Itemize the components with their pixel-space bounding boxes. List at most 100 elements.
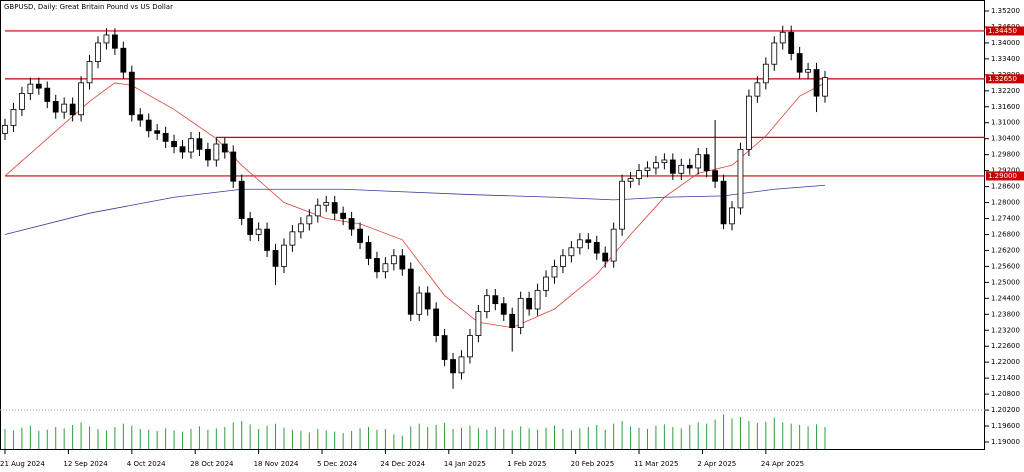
candle-body (458, 356, 465, 374)
level-label: 1.32650 (988, 75, 1017, 83)
candle-body (95, 42, 101, 62)
candle-body (661, 159, 668, 164)
candle-body (196, 138, 203, 150)
candle-body (805, 69, 811, 73)
candle-body (340, 212, 347, 219)
y-tick-label: 1.22000 (991, 358, 1020, 366)
candle-body (86, 61, 93, 84)
x-tick-label: 4 Oct 2024 (127, 460, 166, 468)
candle-body (602, 252, 609, 262)
candle-body (390, 255, 397, 265)
x-tick-label: 11 Mar 2025 (634, 460, 678, 468)
candle-body (492, 295, 499, 305)
candle-body (407, 268, 414, 315)
y-tick-label: 1.21400 (991, 374, 1020, 382)
candle-body (543, 276, 549, 291)
x-tick-label: 20 Feb 2025 (571, 460, 615, 468)
candle-body (238, 180, 245, 219)
candle-body (264, 228, 270, 251)
candle-body (517, 297, 524, 328)
x-tick-label: 24 Dec 2024 (380, 460, 425, 468)
candle-body (297, 223, 304, 233)
y-tick-label: 1.35200 (991, 7, 1020, 15)
candle-body (534, 289, 541, 310)
candle-body (475, 311, 482, 336)
candle-body (424, 292, 431, 310)
candle-body (576, 239, 583, 249)
candle-body (712, 170, 719, 182)
candle-body (69, 103, 76, 116)
candle-body (154, 130, 161, 134)
candle-body (796, 53, 803, 73)
chart-title: GBPUSD, Daily: Great Britain Pound vs US… (4, 3, 173, 11)
y-tick-label: 1.19000 (991, 438, 1020, 446)
y-tick-label: 1.20200 (991, 406, 1020, 414)
candle-body (281, 244, 287, 267)
candle-body (221, 143, 228, 153)
y-tick-label: 1.25600 (991, 262, 1020, 270)
x-tick-label: 5 Dec 2024 (317, 460, 358, 468)
candle-body (762, 63, 769, 84)
candle-body (467, 335, 473, 358)
candle-body (27, 83, 34, 94)
y-tick-label: 1.29200 (991, 167, 1020, 175)
candle-body (433, 308, 440, 336)
candle-body (416, 292, 423, 315)
candle-body (204, 148, 211, 161)
y-tick-label: 1.31000 (991, 119, 1020, 127)
candle-body (441, 335, 448, 360)
y-tick-label: 1.26200 (991, 246, 1020, 254)
candle-body (145, 119, 152, 132)
candle-body (746, 95, 752, 150)
candle-body (695, 154, 702, 169)
plot-frame (0, 0, 985, 450)
x-tick-label: 28 Oct 2024 (190, 460, 234, 468)
candle-body (560, 255, 566, 267)
y-tick-label: 1.24400 (991, 294, 1020, 302)
y-tick-label: 1.20800 (991, 390, 1020, 398)
candle-body (568, 247, 575, 257)
candle-body (331, 202, 338, 214)
y-tick-label: 1.28000 (991, 199, 1020, 207)
candle-body (10, 109, 17, 126)
candle-body (627, 178, 634, 182)
candle-body (669, 159, 676, 174)
candle-body (306, 215, 313, 225)
x-tick-label: 12 Sep 2024 (63, 460, 108, 468)
y-tick-label: 1.26800 (991, 230, 1020, 238)
candle-body (120, 47, 127, 73)
candle-body (2, 125, 8, 134)
candle-body (399, 255, 406, 270)
y-tick-label: 1.25000 (991, 278, 1020, 286)
candle-body (619, 180, 626, 230)
y-tick-label: 1.22600 (991, 342, 1020, 350)
candle-body (509, 313, 516, 328)
y-tick-label: 1.30400 (991, 135, 1020, 143)
x-tick-label: 14 Jan 2025 (444, 460, 486, 468)
candle-body (188, 138, 194, 153)
x-tick-label: 2 Apr 2025 (697, 460, 736, 468)
y-tick-label: 1.23200 (991, 326, 1020, 334)
candle-body (171, 140, 177, 148)
candle-body (61, 103, 68, 113)
candle-body (483, 295, 490, 313)
candle-body (255, 228, 262, 235)
candle-body (678, 164, 685, 174)
candle-body (729, 207, 735, 225)
candle-body (52, 101, 59, 113)
candle-body (137, 114, 144, 121)
candle-body (213, 143, 220, 161)
candle-body (610, 228, 617, 262)
candle-body (19, 93, 25, 110)
y-tick-label: 1.34000 (991, 39, 1020, 47)
candle-body (323, 202, 330, 206)
candle-body (788, 31, 795, 54)
candle-body (720, 180, 727, 225)
candle-body (35, 83, 42, 89)
x-tick-label: 21 Aug 2024 (0, 460, 45, 468)
candle-body (111, 34, 118, 49)
candle-body (585, 239, 592, 243)
moving-average (4, 184, 826, 235)
candle-body (636, 170, 642, 180)
